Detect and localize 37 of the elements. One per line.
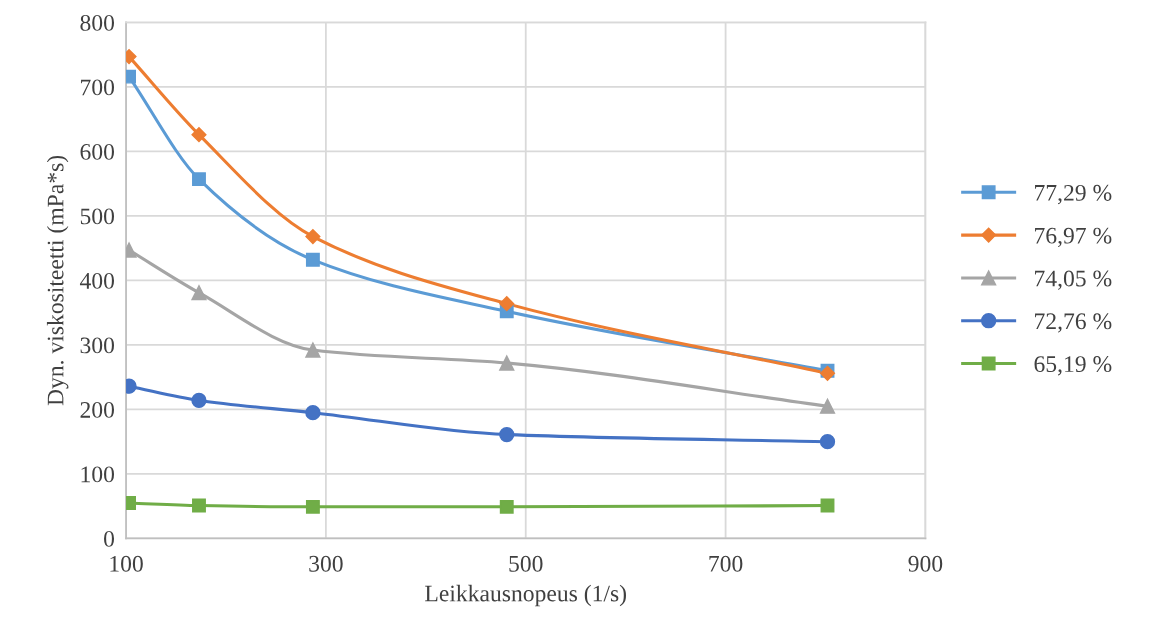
point	[499, 499, 514, 514]
x-axis-title: Leikkausnopeus (1/s)	[425, 584, 626, 607]
point	[192, 498, 206, 513]
y-tick-label: 400	[79, 272, 115, 289]
y-tick-label: 100	[81, 466, 115, 483]
x-tick-label: 100	[110, 555, 143, 572]
point	[305, 499, 320, 514]
y-tick-label: 500	[80, 208, 115, 225]
point	[305, 405, 321, 421]
y-tick-label: 300	[80, 337, 115, 354]
point	[819, 398, 836, 414]
point	[499, 296, 515, 312]
x-tick-label: 300	[309, 555, 343, 572]
point	[191, 392, 207, 409]
y-tick-label: 200	[80, 401, 115, 418]
y-axis-title: Dyn. viskositeetti (mPa*s)	[46, 155, 69, 406]
legend-label: 74,05 %	[1035, 270, 1112, 290]
y-tick-label: 800	[80, 14, 115, 31]
y-tick-label: 600	[80, 143, 115, 160]
x-tick-label: 500	[509, 555, 543, 572]
point	[305, 252, 320, 267]
point	[499, 355, 515, 371]
point	[191, 285, 207, 301]
point	[499, 426, 515, 443]
point	[191, 127, 207, 143]
point	[305, 229, 321, 245]
point	[192, 172, 206, 187]
legend-label: 72,76 %	[1035, 313, 1112, 333]
legend-label: 76,97 %	[1035, 227, 1112, 248]
point	[305, 342, 321, 358]
legend-label: 77,29 %	[1035, 184, 1112, 205]
y-tick-label: 0	[104, 530, 115, 547]
x-tick-label: 700	[709, 555, 743, 572]
legend-label: 65,19 %	[1034, 356, 1112, 376]
x-tick-label: 900	[908, 555, 943, 572]
point	[819, 434, 836, 450]
y-tick-label: 700	[81, 79, 115, 96]
